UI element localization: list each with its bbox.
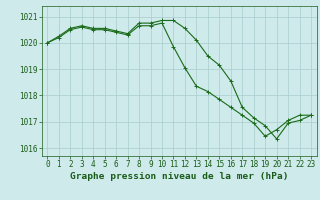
X-axis label: Graphe pression niveau de la mer (hPa): Graphe pression niveau de la mer (hPa) <box>70 172 288 181</box>
